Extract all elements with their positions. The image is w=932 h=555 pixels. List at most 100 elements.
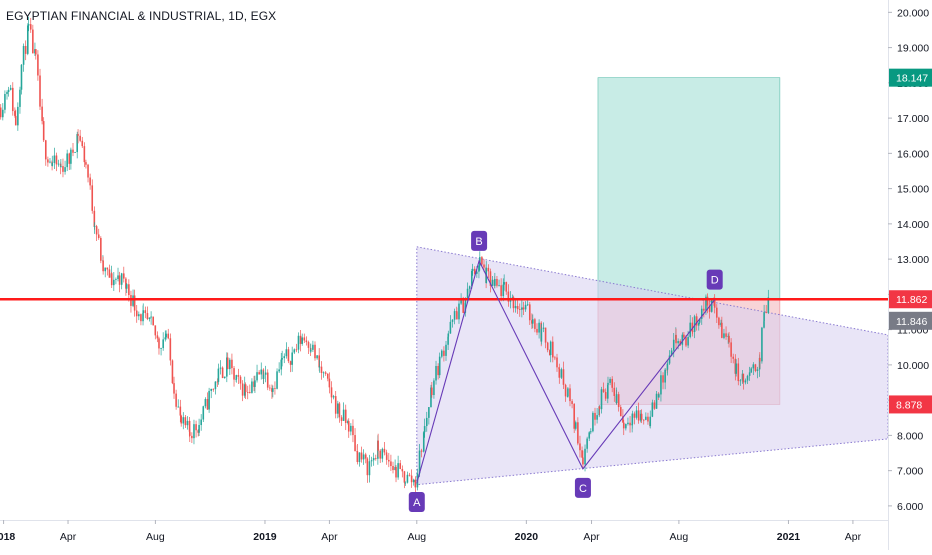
candle-body [276,371,278,389]
abcd-lines [416,259,716,484]
candle-body [590,431,592,433]
triangle-pattern [416,246,889,486]
time-tick-label: Apr [321,531,338,543]
candle-body [713,300,716,308]
candle-body [128,284,130,296]
candle-body [280,359,283,370]
candle-body [57,163,60,165]
candle-body [514,306,517,309]
candle-body [142,310,145,314]
candle-body [481,257,483,265]
candle-body [4,94,6,110]
candle-body [301,337,304,344]
candle-body [204,399,207,407]
candle-body [195,424,197,431]
price-tick-label: 16.000 [897,148,929,160]
candle-body [140,314,142,322]
candle-body [305,340,308,343]
candle-body [697,322,700,326]
time-tick-label: 2020 [515,531,539,543]
candle-body [320,366,323,374]
candle-body [179,406,182,416]
price-label-bg [889,395,932,414]
candle-body [584,448,586,465]
candle-body [221,367,224,379]
candle-body [681,334,684,345]
candle-body [165,333,167,338]
candle-body [422,432,425,452]
abcd-label: A [413,497,421,509]
candle-body [408,474,411,476]
candle-body [243,384,246,396]
candle-body [226,357,228,377]
candle-body [456,311,458,320]
candle-body [233,368,235,380]
candle-body [93,226,96,228]
candle-body [554,357,556,359]
candle-body [262,374,265,379]
candle-body [223,376,226,379]
candle-body [531,320,533,324]
candle-body [524,304,527,310]
candle-body [358,452,361,463]
candle-body [540,328,543,342]
candle-body [631,413,634,424]
candle-body [171,360,174,384]
candle-body [53,155,56,163]
candle-body [231,359,233,369]
candle-body [235,375,238,380]
candle-body [113,279,115,286]
candle-body [478,265,480,272]
candle-body [197,430,199,433]
candle-body [759,357,761,362]
candle-body [615,394,618,404]
candle-body [556,357,558,368]
candle-body [549,341,552,355]
candle-body [390,461,392,467]
candle-body [106,267,109,270]
candle-body [167,333,170,339]
candle-body [108,269,111,278]
price-tick-label: 8.000 [897,430,923,442]
candle-body [122,273,125,279]
candle-body [594,412,596,420]
candle-body [423,426,426,433]
candle-body [254,380,256,387]
candle-body [476,271,478,274]
candle-body [721,322,723,338]
candle-body [765,312,768,313]
candle-body [649,416,652,427]
candle-body [404,482,407,484]
candle-body [706,296,709,306]
candle-body [49,161,51,163]
candle-body [162,339,164,349]
price-label: 11.846 [896,316,927,328]
candle-body [274,388,276,389]
candle-body [350,425,352,432]
time-tick-label: Apr [60,531,77,543]
candle-body [62,166,64,172]
candle-body [102,260,104,272]
candle-body [412,479,415,483]
abcd-label: D [711,275,719,287]
candle-body [312,344,314,350]
candle-body [156,335,159,339]
candle-body [337,403,339,414]
candle-body [627,422,629,425]
candle-body [2,109,4,118]
candle-body [577,422,579,444]
candle-body [219,367,222,369]
candle-body [120,273,123,285]
candle-body [291,352,293,365]
candle-body [518,309,521,310]
candle-body [658,394,660,398]
candle-body [695,316,698,326]
candle-body [528,304,531,321]
candle-body [447,336,449,345]
candle-body [511,297,514,299]
candle-body [462,299,464,313]
candle-body [154,325,157,336]
candle-body [35,49,37,55]
candle-body [186,420,189,426]
